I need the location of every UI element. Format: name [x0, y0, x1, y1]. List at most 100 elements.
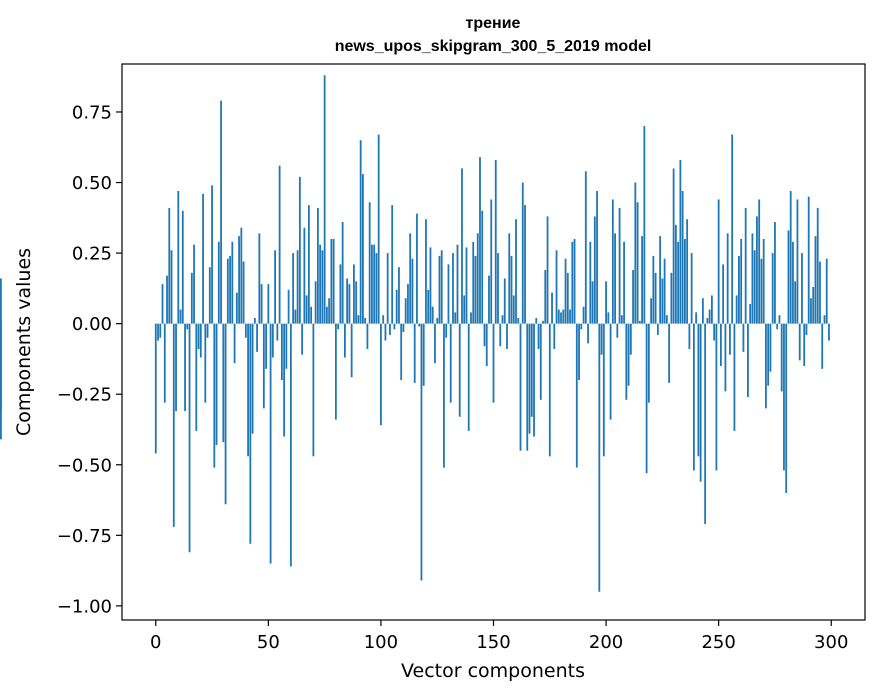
- bar-184: [569, 309, 571, 324]
- bar-51: [269, 323, 272, 564]
- bar-108: [398, 267, 400, 324]
- bar-104: [389, 323, 391, 335]
- bar-88: [353, 264, 355, 324]
- bar-280: [785, 323, 788, 493]
- bar-271: [765, 323, 767, 409]
- bar-258: [735, 295, 738, 324]
- bar-64: [298, 176, 301, 324]
- bar-204: [614, 233, 616, 324]
- bar-19: [197, 323, 200, 350]
- bar-243: [701, 298, 704, 324]
- bar-297: [823, 315, 826, 324]
- bar-236: [686, 219, 689, 324]
- bar-83: [341, 222, 344, 324]
- bar-154: [501, 315, 504, 324]
- bar-230: [672, 168, 675, 324]
- bar-187: [575, 323, 578, 468]
- bar-232: [677, 241, 680, 324]
- bar-29: [220, 100, 222, 324]
- bar-156: [506, 323, 508, 350]
- bar-44: [253, 318, 256, 324]
- bar-268: [758, 199, 761, 324]
- bar-228: [668, 323, 671, 383]
- bar-16: [190, 272, 193, 324]
- bar-201: [607, 312, 610, 324]
- bar-161: [517, 318, 520, 324]
- bar-157: [508, 233, 511, 324]
- bar-254: [726, 233, 729, 324]
- bar-48: [262, 323, 265, 409]
- bar-169: [535, 318, 538, 324]
- bar-107: [395, 289, 398, 324]
- bar-144: [479, 157, 481, 324]
- x-axis-label: Vector components: [401, 660, 585, 682]
- bar-72: [316, 207, 319, 324]
- bar-8: [172, 323, 175, 527]
- bar-2: [159, 323, 162, 338]
- bar-225: [661, 278, 664, 324]
- bar-15: [188, 323, 191, 553]
- bar-242: [699, 323, 702, 482]
- bar-291: [810, 298, 812, 324]
- y-tick-label-1: −0.75: [57, 526, 112, 547]
- bar-76: [325, 306, 328, 324]
- bar-146: [483, 323, 486, 347]
- bar-40: [244, 323, 247, 338]
- bar-247: [711, 295, 713, 324]
- bar-68: [307, 205, 310, 324]
- bar-116: [416, 213, 418, 324]
- bar-127: [440, 250, 443, 324]
- bar-130: [447, 264, 450, 324]
- bar-55: [278, 165, 281, 324]
- bar-197: [598, 323, 601, 592]
- bar-124: [434, 323, 436, 364]
- bar-147: [485, 323, 488, 366]
- bar-199: [602, 323, 605, 457]
- bar-285: [796, 199, 799, 324]
- bar-119: [422, 323, 425, 386]
- bar-58: [285, 323, 288, 369]
- bar-240: [695, 312, 698, 324]
- bar-66: [303, 227, 306, 324]
- bar-269: [760, 258, 763, 324]
- bar-296: [821, 323, 824, 369]
- bar-4: [163, 323, 166, 403]
- bar-173: [544, 270, 547, 324]
- bar-38: [240, 227, 243, 324]
- bar-60: [289, 323, 292, 567]
- bar-28: [217, 241, 220, 324]
- bar-10: [177, 191, 180, 324]
- bar-79: [332, 238, 335, 324]
- bar-42: [249, 323, 252, 544]
- bar-26: [213, 323, 216, 468]
- bar-183: [566, 272, 569, 324]
- bar-6: [168, 207, 171, 324]
- y-tick-label-5: 0.25: [72, 244, 112, 265]
- bar-299: [828, 323, 830, 341]
- bar-171: [539, 323, 542, 400]
- x-tick-label-250: 250: [701, 632, 735, 653]
- bar-294: [816, 207, 819, 324]
- bar-140: [470, 312, 472, 324]
- bar-256: [731, 134, 734, 324]
- bar-77: [328, 298, 331, 324]
- x-tick-label-0: 0: [150, 632, 161, 653]
- bar-241: [697, 323, 700, 457]
- bars-group: [0, 75, 830, 592]
- bar-109: [400, 323, 403, 381]
- bar-227: [665, 315, 668, 324]
- bar-53: [274, 250, 276, 324]
- bar-287: [801, 253, 803, 324]
- bar-134: [456, 244, 459, 324]
- bar-292: [812, 286, 815, 324]
- bar-170: [537, 323, 540, 350]
- x-tick-label-150: 150: [476, 632, 510, 653]
- bar-52: [271, 323, 274, 358]
- bar-229: [670, 272, 673, 324]
- bar-49: [265, 323, 267, 369]
- bar-102: [384, 323, 387, 341]
- bar-87: [350, 323, 353, 378]
- bar-11: [179, 309, 182, 324]
- bar-206: [618, 207, 621, 324]
- bar-32: [226, 258, 229, 324]
